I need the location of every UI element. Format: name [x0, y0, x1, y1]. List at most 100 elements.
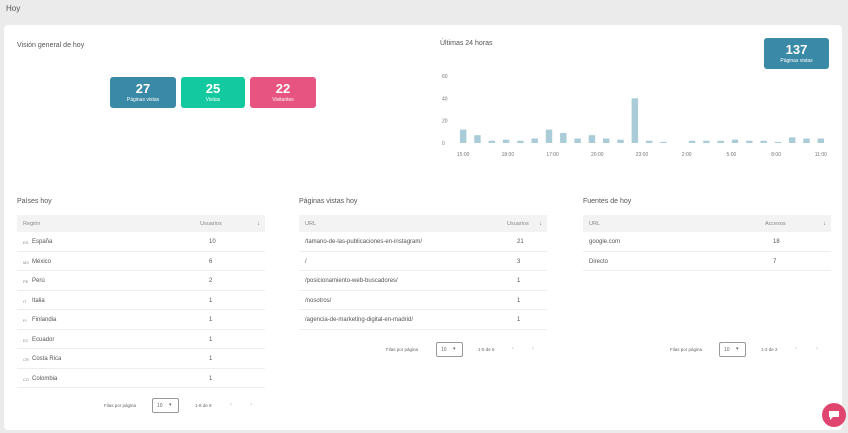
page-users: 21	[517, 239, 524, 245]
chart-bar[interactable]	[688, 140, 696, 143]
source-url: Directo	[589, 258, 609, 265]
country-users: 6	[209, 258, 213, 265]
table-row: EC Ecuador 1	[17, 330, 265, 349]
col-users[interactable]: Usuarios	[507, 221, 529, 227]
country-users: 2	[209, 278, 213, 284]
page-url: /tamano-de-las-publicaciones-en-instagra…	[305, 239, 423, 245]
country-users: 1	[209, 375, 213, 382]
chart-bar[interactable]	[488, 140, 495, 143]
rows-per-page-label: Filas por página	[670, 347, 703, 352]
page-url: /agencia-de-marketing-digital-en-madrid/	[305, 317, 414, 323]
source-url: google.com	[589, 239, 621, 245]
table-row: google.com 18	[583, 232, 831, 252]
chevron-down-icon: ▾	[736, 346, 739, 352]
sources-table: URL Accesos ↓ google.com 18 Directo 7	[583, 215, 831, 275]
rows-per-page-label: Filas por página	[104, 403, 137, 408]
sort-desc-icon[interactable]: ↓	[257, 221, 260, 227]
y-tick-label: 20	[442, 119, 448, 125]
page-range: 1-5 de 5	[478, 347, 495, 352]
chart-bar[interactable]	[789, 137, 796, 143]
country-users: 1	[209, 297, 213, 304]
table-row: /tamano-de-las-publicaciones-en-instagra…	[299, 232, 547, 252]
chart-bar[interactable]	[731, 139, 739, 143]
prev-page-icon[interactable]: ‹	[795, 346, 797, 352]
chart-bar[interactable]	[474, 135, 481, 143]
chart-bar[interactable]	[617, 139, 624, 143]
chart-bar[interactable]	[631, 98, 639, 143]
next-page-icon[interactable]: ›	[816, 346, 818, 352]
table-row: MX México 6	[17, 252, 265, 271]
table-row: CO Colombia 1	[17, 369, 265, 388]
chart-bar[interactable]	[560, 132, 567, 143]
col-access[interactable]: Accesos	[765, 221, 786, 227]
pages-table-header: URL Usuarios ↓	[299, 215, 547, 232]
rows-per-page-value: 10	[157, 403, 163, 409]
country-users: 1	[209, 356, 213, 362]
table-row: /3	[299, 252, 547, 271]
x-tick-label: 11:00	[815, 152, 827, 158]
next-page-icon[interactable]: ›	[532, 346, 534, 352]
stat-visitors-value: 22	[275, 81, 291, 96]
rows-per-page-select[interactable]: 10 ▾	[152, 398, 179, 413]
page-url: /	[305, 258, 307, 265]
table-row: ES España 10	[17, 232, 265, 252]
country-name: Ecuador	[32, 336, 55, 343]
table-row: /nosotros/1	[299, 291, 547, 310]
stat-visits: 25 Visitas	[181, 77, 245, 108]
countries-table: Región Usuarios ↓ ES España 10 MX México 6 PE P…	[17, 215, 265, 395]
rows-per-page-select[interactable]: 10 ▾	[719, 342, 746, 357]
y-tick-label: 0	[442, 141, 445, 147]
chart-bar[interactable]	[760, 140, 767, 143]
sort-desc-icon[interactable]: ↓	[539, 221, 542, 227]
chart-bar[interactable]	[660, 141, 667, 143]
next-page-icon[interactable]: ›	[250, 402, 252, 408]
chat-button[interactable]	[822, 403, 846, 427]
chart-bar[interactable]	[588, 135, 596, 143]
table-row: Directo 7	[583, 252, 831, 271]
col-region[interactable]: Región	[23, 221, 41, 227]
chart-bar[interactable]	[645, 140, 653, 143]
chart-bar[interactable]	[803, 138, 810, 143]
page-users: 1	[517, 297, 521, 304]
chart-bar[interactable]	[545, 129, 553, 143]
country-users: 10	[209, 239, 216, 245]
chart-bar[interactable]	[517, 140, 524, 143]
country-name: España	[32, 239, 53, 245]
col-url[interactable]: URL	[589, 221, 601, 227]
country-code: PE	[23, 279, 29, 284]
chart-bar[interactable]	[703, 140, 710, 143]
stat-visits-value: 25	[205, 81, 221, 96]
sort-desc-icon[interactable]: ↓	[823, 221, 826, 227]
total-pageviews-label: Páginas vistas	[780, 58, 813, 64]
rows-per-page-select[interactable]: 10 ▾	[436, 342, 463, 357]
col-url[interactable]: URL	[305, 221, 317, 227]
page-range: 1-8 de 8	[195, 403, 212, 408]
page-url: /posicionamiento-web-buscadores/	[305, 278, 398, 284]
chart-bar[interactable]	[502, 139, 510, 143]
pages-title: Páginas vistas hoy	[299, 198, 358, 205]
chart-bar[interactable]	[574, 138, 581, 143]
table-row: /posicionamiento-web-buscadores/1	[299, 271, 547, 291]
source-access: 18	[773, 239, 780, 245]
stat-visits-label: Visitas	[205, 97, 221, 103]
chart-bar[interactable]	[603, 138, 610, 143]
stat-pageviews-label: Páginas vistas	[126, 97, 160, 103]
x-tick-label: 17:00	[546, 152, 559, 158]
country-code: ES	[23, 240, 29, 245]
chart-bar[interactable]	[817, 138, 825, 143]
chevron-down-icon: ▾	[453, 346, 456, 352]
stat-pageviews-value: 27	[135, 81, 151, 96]
rows-per-page-value: 10	[441, 347, 447, 353]
prev-page-icon[interactable]: ‹	[512, 346, 514, 352]
country-name: Colombia	[32, 375, 58, 382]
chart-bar[interactable]	[774, 141, 782, 143]
chart-bar[interactable]	[459, 129, 467, 143]
chart-bar[interactable]	[746, 140, 753, 143]
prev-page-icon[interactable]: ‹	[230, 402, 232, 408]
chart-bar[interactable]	[717, 140, 724, 143]
col-users[interactable]: Usuarios	[200, 221, 222, 227]
x-tick-label: 23:00	[636, 152, 649, 158]
stat-visitors-label: Visitantes	[272, 97, 294, 103]
x-tick-label: 8:00	[771, 152, 781, 158]
chart-bar[interactable]	[531, 138, 538, 143]
